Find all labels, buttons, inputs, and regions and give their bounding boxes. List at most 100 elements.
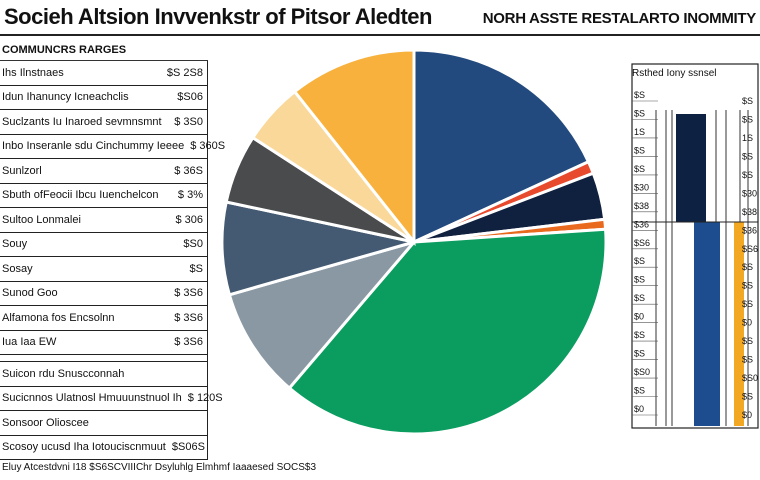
table-row-label: Alfamona fos Encsolnn xyxy=(2,311,115,324)
footnote: Eluy Atcestdvni I18 $S6SCVIIIChr Dsyluhl… xyxy=(2,462,317,473)
bar-chart-tick-label: $S6 xyxy=(634,238,650,248)
bar-chart-svg: $S $S $S $S 1S 1S $S $S $S $S $30 $30 $38 $38 $36 $36 $S… xyxy=(631,63,759,429)
chart-title: Socieh Altsion Invvenkstr of Pitsor Aled… xyxy=(4,4,432,29)
bar-chart-tick-label: $38 xyxy=(742,207,757,217)
pie-slice xyxy=(227,239,419,391)
table-row-label: Sonsoor Olioscee xyxy=(2,416,89,429)
bar-chart-tick-label: $S xyxy=(634,256,645,266)
table-row: Alfamona fos Encsolnn $ 3S6 xyxy=(0,306,207,331)
table-row-value: $ 3% xyxy=(177,189,203,202)
summary-table-body: Ihs Ilnstnaes $S 2S8 Idun Ihanuncy Icneach… xyxy=(0,61,225,460)
bar-chart-tick-label: $0 xyxy=(742,410,752,420)
table-row: Sunlzorl $ 36S xyxy=(0,159,207,184)
bar-chart-tick-label: $S xyxy=(634,145,645,155)
bar-chart-tick-label: $S xyxy=(742,115,753,125)
table-row: Sultoo Lonmalei $ 306 xyxy=(0,208,207,233)
bar-chart-tick-label: $S xyxy=(634,90,645,100)
table-row: Ihs Ilnstnaes $S 2S8 xyxy=(0,61,207,86)
pie-slice xyxy=(412,48,591,245)
table-row: Scosoy ucusd Iha Iotouciscnmuut $S06S xyxy=(0,436,207,460)
bar-chart-tick-label: $S xyxy=(634,293,645,303)
bar-chart-tick-label: $S xyxy=(634,349,645,359)
bar-chart-tick-label: $S xyxy=(634,164,645,174)
table-row: Sbuth ofFeocii Ibcu Iuenchelcon $ 3% xyxy=(0,184,207,208)
table-row: Suclzants Iu Inaroed sevmnsmnt $ 3S0 xyxy=(0,110,207,135)
bar-chart-tick-label: $S xyxy=(742,262,753,272)
bar-chart-tick-label: $S xyxy=(742,170,753,180)
table-row: Suicon rdu Snuscconnah xyxy=(0,361,207,387)
right-panel-title: NORH ASSTE RESTALARTO INOMMITY xyxy=(482,10,757,27)
bar-chart-tick-label: $S xyxy=(634,386,645,396)
bar-chart: $S $S $S $S 1S 1S $S $S $S $S $30 $30 $38 $38 $36 $36 $S… xyxy=(630,60,760,440)
table-row-value: $ 3S0 xyxy=(174,115,203,128)
table-row-value: $ 3S6 xyxy=(174,336,203,349)
table-row-label: Iua Iaa EW xyxy=(2,336,57,349)
table-row-label: Sucicnnos Ulatnosl Hmuuunstnuol Ih xyxy=(2,392,182,405)
bar-chart-tick-label: $S xyxy=(634,330,645,340)
bar-chart-tick-label: $S xyxy=(742,355,753,365)
table-row: Souy $S0 xyxy=(0,233,207,257)
bar-chart-tick-label: $0 xyxy=(742,318,752,328)
table-row-value: $ 36S xyxy=(174,164,203,177)
table-row: Sosay $S xyxy=(0,257,207,282)
table-row-label: Sultoo Lonmalei xyxy=(2,213,81,226)
bar-chart-tick-label: 1S xyxy=(742,133,753,143)
table-row-value: $ 360S xyxy=(190,140,226,153)
title-divider xyxy=(0,34,760,36)
bar-chart-tick-label: $38 xyxy=(634,201,649,211)
pie-slice xyxy=(292,48,416,247)
table-row-value: $ 3S6 xyxy=(174,311,203,324)
bar-chart-tick-label: $S xyxy=(634,275,645,285)
summary-table: COMMUNCRS RARGES Ihs Ilnstnaes $S 2S8 Idun… xyxy=(0,42,225,460)
table-row-value: $S0 xyxy=(183,238,203,251)
table-row: Idun Ihanuncy Icneachclis $S06 xyxy=(0,86,207,110)
table-row-value: $S06S xyxy=(171,441,205,454)
bar-chart-tick-label: 1S xyxy=(634,127,645,137)
bar-chart-tick-label: $0 xyxy=(634,312,644,322)
bar-chart-frame xyxy=(631,63,759,429)
table-row-value: $ 306 xyxy=(175,213,203,226)
table-row-label: Idun Ihanuncy Icneachclis xyxy=(2,91,129,104)
bar-chart-tick-label: $S6 xyxy=(742,244,758,254)
bar-chart-tick-label: $S xyxy=(634,109,645,119)
table-row-value: $S06 xyxy=(177,91,203,104)
bar-chart-tick-label: $S xyxy=(742,151,753,161)
bar-chart-tick-label: $36 xyxy=(634,219,649,229)
table-row-label: Sbuth ofFeocii Ibcu Iuenchelcon xyxy=(2,189,159,202)
bar-chart-tick-label: $S xyxy=(742,392,753,402)
table-row: Sunod Goo $ 3S6 xyxy=(0,282,207,306)
table-row-label: Ihs Ilnstnaes xyxy=(2,66,64,79)
table-row-label: Sosay xyxy=(2,262,33,275)
bar xyxy=(734,222,744,426)
bar-chart-tick-label: $S xyxy=(742,96,753,106)
bar-chart-tick-label: $S xyxy=(742,281,753,291)
table-row-value: $S xyxy=(189,262,203,275)
summary-table-header: COMMUNCRS RARGES xyxy=(0,42,208,61)
table-row: Iua Iaa EW $ 3S6 xyxy=(0,331,207,355)
bar xyxy=(676,114,706,222)
table-row: Sonsoor Olioscee xyxy=(0,411,207,436)
table-row-label: Sunod Goo xyxy=(2,287,58,300)
table-row: Sucicnnos Ulatnosl Hmuuunstnuol Ih $ 120S xyxy=(0,387,223,411)
pie-slice xyxy=(287,227,608,436)
table-row-label: Souy xyxy=(2,238,28,251)
bar-chart-tick-label: $30 xyxy=(742,188,757,198)
table-row: Inbo Inseranle sdu Cinchummy Ieeee $ 360S xyxy=(0,135,225,159)
pie-chart-svg xyxy=(220,48,608,436)
bar-chart-title: Rsthed Iony ssnsel xyxy=(632,68,717,79)
table-row-value: $S 2S8 xyxy=(166,66,203,79)
bar-chart-tick-label: $S xyxy=(742,336,753,346)
bar xyxy=(694,222,720,426)
bar-chart-tick-label: $S xyxy=(742,299,753,309)
pie-slice xyxy=(220,200,415,297)
table-row-label: Suicon rdu Snuscconnah xyxy=(2,367,125,380)
table-row-label: Suclzants Iu Inaroed sevmnsmnt xyxy=(2,115,162,128)
table-row-label: Inbo Inseranle sdu Cinchummy Ieeee xyxy=(2,140,185,153)
bar-chart-tick-label: $0 xyxy=(634,404,644,414)
table-row-value: $ 120S xyxy=(187,392,223,405)
bar-chart-tick-label: $S0 xyxy=(634,367,650,377)
bar-chart-tick-label: $30 xyxy=(634,182,649,192)
bar-chart-tick-label: $36 xyxy=(742,225,757,235)
table-row-label: Scosoy ucusd Iha Iotouciscnmuut xyxy=(2,441,166,454)
table-row-label: Sunlzorl xyxy=(2,164,42,177)
